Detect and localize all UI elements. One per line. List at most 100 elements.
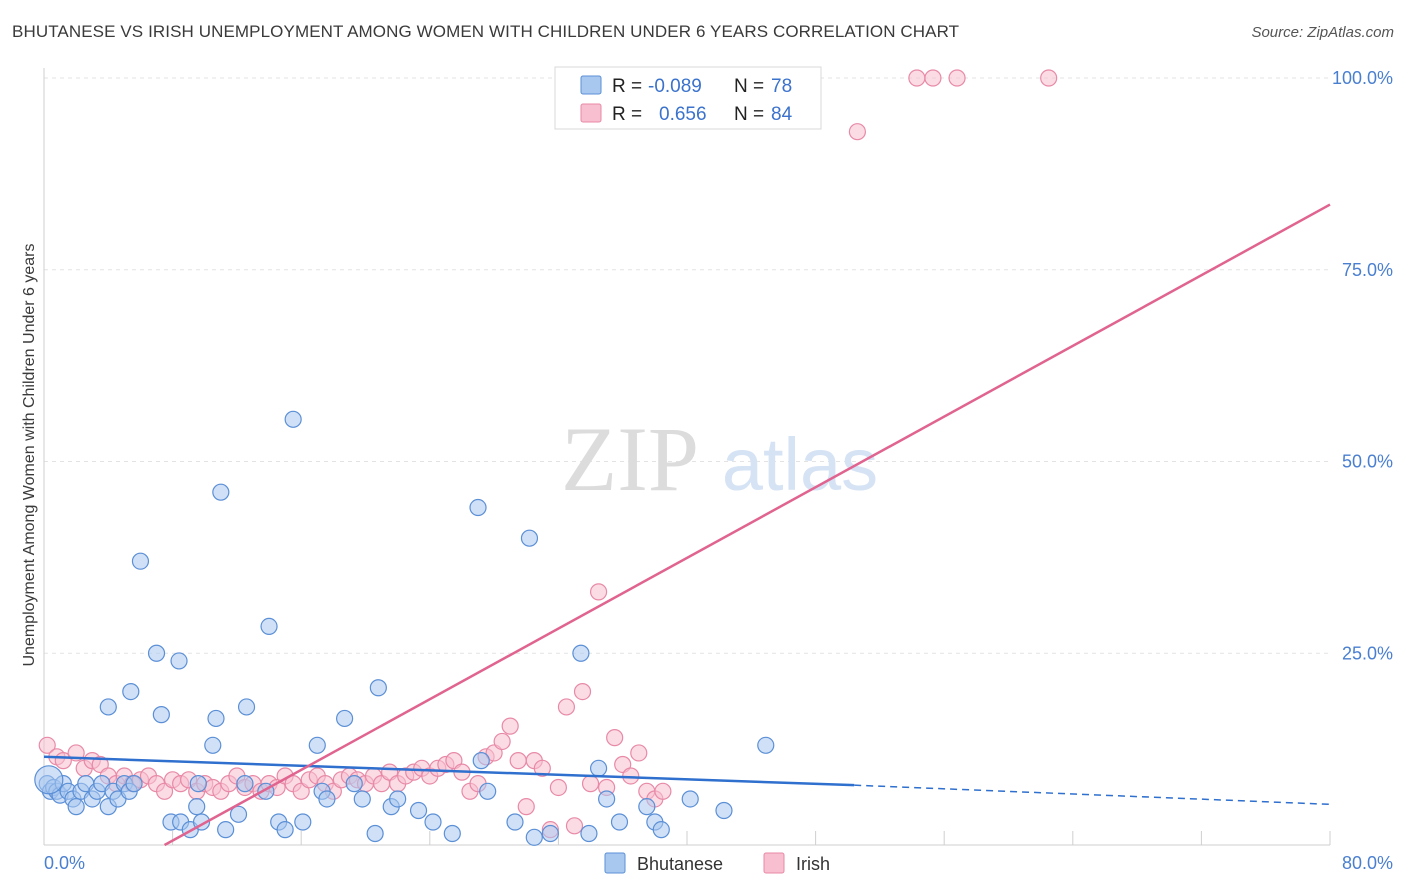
bhutanese-point-24 (152, 706, 170, 724)
bhutanese-point-52 (369, 679, 387, 697)
bhutanese-point-31 (237, 698, 256, 716)
bhutanese-point-26 (189, 775, 207, 793)
bhutanese-point-70 (638, 798, 656, 816)
bhutanese-point-74 (715, 801, 733, 820)
bhutanese-point-40 (229, 805, 248, 823)
y-tick-label: 25.0% (1342, 643, 1393, 663)
bhutanese-point-49 (345, 775, 363, 793)
bhutanese-point-62 (520, 529, 539, 547)
watermark-atlas: atlas (722, 423, 878, 506)
tick-labels: 25.0% 50.0% 75.0% 100.0% 0.0% 80.0% (44, 68, 1393, 873)
irish-point-61 (533, 759, 551, 777)
bhutanese-point-39 (217, 821, 235, 839)
bhutanese-point-19 (125, 775, 143, 793)
bhutanese-point-48 (336, 709, 354, 728)
legend-swatch-irish (580, 103, 602, 123)
legend-r-value-bhutanese: -0.089 (648, 76, 702, 97)
bhutanese-point-54 (389, 790, 407, 808)
legend-n-label: N = (734, 104, 764, 125)
bhutanese-point-29 (212, 483, 230, 501)
bhutanese-point-23 (147, 644, 166, 662)
legend-n-value-irish: 84 (771, 104, 793, 125)
irish-point-83 (1040, 69, 1058, 87)
irish-point-79 (848, 123, 866, 141)
bhutanese-point-67 (589, 759, 608, 777)
bottom-legend-swatch-bhutanese (604, 852, 626, 874)
bhutanese-point-8 (67, 798, 85, 816)
irish-point-57 (501, 717, 519, 735)
series-bhutanese (34, 410, 775, 846)
y-tick-label: 100.0% (1332, 68, 1393, 88)
irish-point-68 (589, 583, 608, 601)
irish-point-73 (630, 744, 648, 762)
bhutanese-point-cluster (34, 765, 64, 795)
y-tick-label: 50.0% (1342, 452, 1393, 472)
bhutanese-point-66 (580, 824, 598, 843)
bhutanese-point-75 (757, 736, 775, 754)
irish-point-76 (654, 782, 672, 800)
gridlines (44, 77, 1330, 654)
y-axis-label: Unemployment Among Women with Children U… (21, 243, 38, 666)
bhutanese-point-61 (506, 813, 524, 831)
irish-point-59 (517, 798, 535, 816)
bhutanese-point-25 (170, 652, 188, 670)
irish-point-81 (924, 69, 942, 87)
bhutanese-point-37 (188, 798, 206, 816)
bhutanese-point-69 (610, 813, 629, 831)
irish-point-56 (493, 732, 511, 751)
legend-n-value-bhutanese: 78 (771, 76, 792, 97)
bhutanese-trend-line (43, 755, 855, 787)
legend-r-label: R = (612, 104, 642, 125)
bottom-legend-bhutanese: Bhutanese (637, 854, 723, 874)
series-irish (38, 69, 1058, 839)
y-tick-label: 75.0% (1342, 260, 1393, 280)
legend-n-label: N = (734, 76, 764, 97)
irish-point-63 (549, 778, 568, 797)
legend-r-value-irish: 0.656 (659, 104, 707, 125)
bhutanese-point-73 (681, 790, 699, 808)
irish-point-64 (557, 698, 576, 716)
bhutanese-point-21 (122, 682, 140, 701)
chart-title: BHUTANESE VS IRISH UNEMPLOYMENT AMONG WO… (12, 22, 960, 41)
bhutanese-point-72 (652, 821, 670, 839)
bhutanese-point-59 (472, 752, 490, 770)
irish-point-70 (606, 729, 624, 747)
bhutanese-point-45 (308, 736, 326, 754)
irish-point-80 (908, 69, 926, 87)
bhutanese-point-63 (525, 828, 543, 846)
irish-point-67 (581, 775, 600, 793)
trend-lines (43, 203, 1331, 847)
bottom-legend-irish: Irish (796, 854, 830, 874)
x-tick-label-max: 80.0% (1342, 853, 1393, 873)
irish-point-82 (948, 69, 966, 87)
bhutanese-point-58 (469, 498, 487, 517)
bottom-legend-swatch-irish (763, 852, 785, 874)
irish-point-66 (573, 682, 592, 701)
x-tick-label-min: 0.0% (44, 853, 85, 873)
bhutanese-point-56 (424, 813, 442, 831)
irish-point-58 (509, 752, 527, 770)
bhutanese-point-51 (366, 824, 384, 843)
bhutanese-trend-extension (854, 784, 1331, 806)
bhutanese-point-28 (207, 709, 225, 728)
bhutanese-point-33 (284, 410, 302, 428)
bhutanese-point-47 (318, 790, 336, 808)
bhutanese-point-68 (598, 790, 616, 808)
legend-r-label: R = (612, 76, 642, 97)
bhutanese-point-64 (541, 824, 559, 843)
axes (43, 68, 1331, 846)
irish-point-0 (38, 736, 56, 754)
bhutanese-point-22 (131, 552, 150, 570)
bhutanese-point-57 (443, 824, 461, 843)
source-label: Source: ZipAtlas.com (1251, 24, 1394, 41)
bhutanese-point-50 (353, 790, 371, 808)
irish-trend-line (163, 203, 1331, 847)
watermark-zip: ZIP (561, 408, 699, 510)
bhutanese-point-32 (260, 617, 278, 636)
bhutanese-point-43 (276, 821, 294, 839)
bhutanese-point-60 (479, 782, 497, 800)
irish-point-65 (565, 817, 584, 835)
bhutanese-point-55 (409, 801, 428, 820)
legend-swatch-bhutanese (580, 75, 602, 95)
